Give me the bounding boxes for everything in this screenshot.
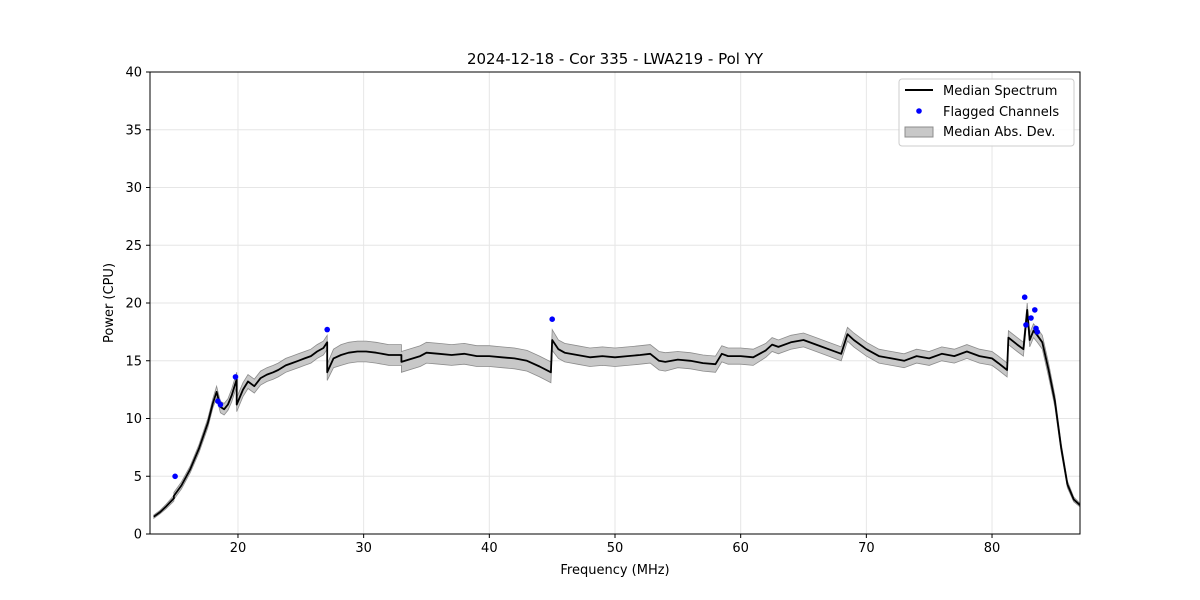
flagged-channel-point [1032,307,1038,313]
y-tick-label: 15 [125,354,142,369]
median-spectrum-line [153,308,1081,518]
x-tick-label: 50 [607,541,624,556]
x-tick-label: 60 [732,541,749,556]
y-tick-label: 25 [125,239,142,254]
flagged-channel-point [549,316,555,323]
legend-mad-swatch [904,126,934,138]
y-axis-ticks: 0 5 10 15 20 25 30 35 40 [125,66,150,543]
x-axis-ticks: 20 30 40 50 60 70 80 [230,534,1001,556]
y-tick-label: 40 [125,66,142,81]
y-tick-label: 30 [125,181,142,196]
legend-box [898,78,1075,147]
y-tick-label: 35 [125,123,142,138]
legend-mad-label: Median Abs. Dev. [943,125,1055,140]
median-spectrum-path [153,308,1081,518]
flagged-channel-point [232,374,239,380]
y-tick-label: 10 [125,412,142,427]
y-tick-label: 20 [125,297,142,312]
x-tick-label: 20 [230,541,247,556]
flagged-channel-point [217,401,224,408]
chart-title: 2024-12-18 - Cor 335 - LWA219 - Pol YY [467,50,764,68]
flagged-channel-point [1028,315,1034,321]
x-tick-label: 30 [355,541,372,556]
x-tick-label: 70 [858,541,875,556]
x-tick-label: 40 [481,541,498,556]
y-axis-label: Power (CPU) [102,263,117,343]
flagged-channel-point [1034,329,1041,335]
flagged-channel-point [1023,322,1029,328]
legend-median-label: Median Spectrum [943,84,1057,99]
x-tick-label: 80 [984,541,1001,556]
flagged-channel-points [172,294,1041,480]
x-axis-label: Frequency (MHz) [560,563,669,578]
flagged-channel-point [1021,294,1028,301]
flagged-channel-point [324,326,331,333]
legend-flagged-label: Flagged Channels [943,105,1059,120]
y-tick-label: 5 [134,470,142,485]
legend: Median Spectrum Flagged Channels Median … [898,78,1075,147]
flagged-channel-point [172,473,178,480]
legend-flagged-marker [916,108,922,114]
y-tick-label: 0 [134,528,142,543]
